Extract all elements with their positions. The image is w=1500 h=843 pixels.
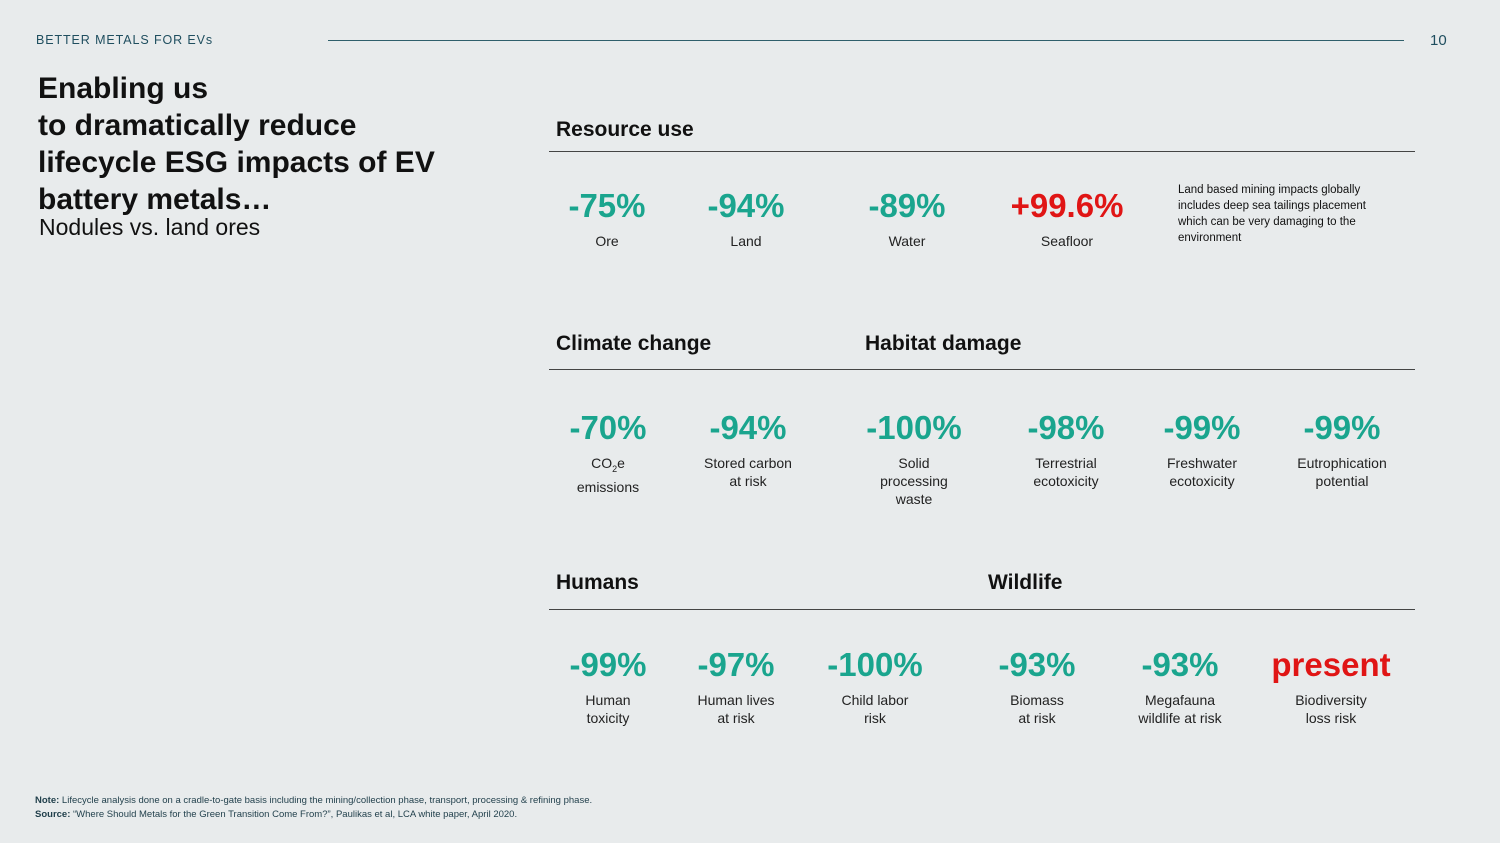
- metric-value: -70%: [569, 409, 647, 446]
- metric-label: Biodiversity loss risk: [1295, 692, 1367, 726]
- metric-label: Freshwater ecotoxicity: [1166, 455, 1238, 489]
- metric-label: Eutrophication potential: [1297, 455, 1387, 489]
- metric-child-labor: -100% Child labor risk: [795, 647, 955, 727]
- metric-value: -94%: [707, 187, 785, 224]
- metric-label: CO2e emissions: [576, 455, 640, 495]
- title-line-3: lifecycle ESG impacts of EV: [38, 146, 435, 179]
- metric-label: Human toxicity: [585, 692, 631, 726]
- metric-label: Land: [730, 233, 762, 249]
- metric-solid-waste: -100% Solid processing waste: [834, 410, 994, 508]
- metric-label: Human lives at risk: [697, 692, 775, 726]
- metric-value: -94%: [709, 409, 787, 446]
- metric-stored-carbon: -94% Stored carbon at risk: [668, 410, 828, 490]
- metric-value: -93%: [998, 646, 1076, 683]
- page-subtitle: Nodules vs. land ores: [39, 214, 261, 240]
- metric-value: present: [1271, 646, 1391, 683]
- metric-value: -100%: [866, 409, 962, 446]
- seafloor-note: Land based mining impacts globally inclu…: [1178, 184, 1366, 244]
- metric-label: Child labor risk: [841, 692, 909, 726]
- metric-value: -93%: [1141, 646, 1219, 683]
- metric-value: -89%: [868, 187, 946, 224]
- title-line-2: to dramatically reduce: [38, 109, 357, 142]
- metric-value: -99%: [569, 646, 647, 683]
- metric-megafauna: -93% Megafauna wildlife at risk: [1100, 647, 1260, 727]
- title-line-1: Enabling us: [38, 72, 209, 105]
- metric-seafloor: +99.6% Seafloor: [987, 188, 1147, 250]
- section-divider: [549, 151, 1415, 152]
- metric-label: Terrestrial ecotoxicity: [1033, 455, 1099, 489]
- metric-label: Water: [888, 233, 926, 249]
- metric-value: -100%: [827, 646, 923, 683]
- section-humans: Humans: [556, 571, 639, 594]
- section-climate-change: Climate change: [556, 332, 712, 355]
- metric-terrestrial-ecotoxicity: -98% Terrestrial ecotoxicity: [986, 410, 1146, 490]
- metric-label: Solid processing waste: [880, 455, 948, 507]
- metric-label: Stored carbon at risk: [704, 455, 792, 489]
- metric-human-lives: -97% Human lives at risk: [656, 647, 816, 727]
- metric-value: -98%: [1027, 409, 1105, 446]
- metric-eutrophication: -99% Eutrophication potential: [1262, 410, 1422, 490]
- metric-label: Biomass at risk: [1010, 692, 1064, 726]
- header-divider: [328, 40, 1404, 41]
- title-line-4: battery metals…: [38, 183, 272, 216]
- brand-label: BETTER METALS FOR EVs: [36, 33, 214, 47]
- metric-land: -94% Land: [666, 188, 826, 250]
- metric-label: Seafloor: [1040, 233, 1094, 249]
- section-wildlife: Wildlife: [988, 571, 1063, 594]
- metric-label: Megafauna wildlife at risk: [1138, 692, 1222, 726]
- metric-value: -99%: [1163, 409, 1241, 446]
- metric-freshwater-ecotoxicity: -99% Freshwater ecotoxicity: [1122, 410, 1282, 490]
- metric-human-toxicity: -99% Human toxicity: [528, 647, 688, 727]
- metric-value: +99.6%: [1010, 187, 1124, 224]
- section-habitat-damage: Habitat damage: [865, 332, 1022, 355]
- section-divider: [549, 369, 1415, 370]
- metric-co2-emissions: -70% CO2e emissions: [528, 410, 688, 496]
- metric-water: -89% Water: [827, 188, 987, 250]
- section-resource-use: Resource use: [556, 118, 694, 141]
- metric-biomass: -93% Biomass at risk: [957, 647, 1117, 727]
- footnote-note: Note: Lifecycle analysis done on a cradl…: [35, 795, 593, 806]
- metric-ore: -75% Ore: [527, 188, 687, 250]
- metric-value: -75%: [568, 187, 646, 224]
- section-divider: [549, 609, 1415, 610]
- metric-biodiversity: present Biodiversity loss risk: [1251, 647, 1411, 727]
- metric-value: -99%: [1303, 409, 1381, 446]
- footnote-source: Source: “Where Should Metals for the Gre…: [35, 809, 518, 820]
- metric-label: Ore: [595, 233, 619, 249]
- metric-value: -97%: [697, 646, 775, 683]
- page-title: Enabling us to dramatically reduce lifec…: [38, 70, 478, 218]
- page-number: 10: [1430, 32, 1447, 49]
